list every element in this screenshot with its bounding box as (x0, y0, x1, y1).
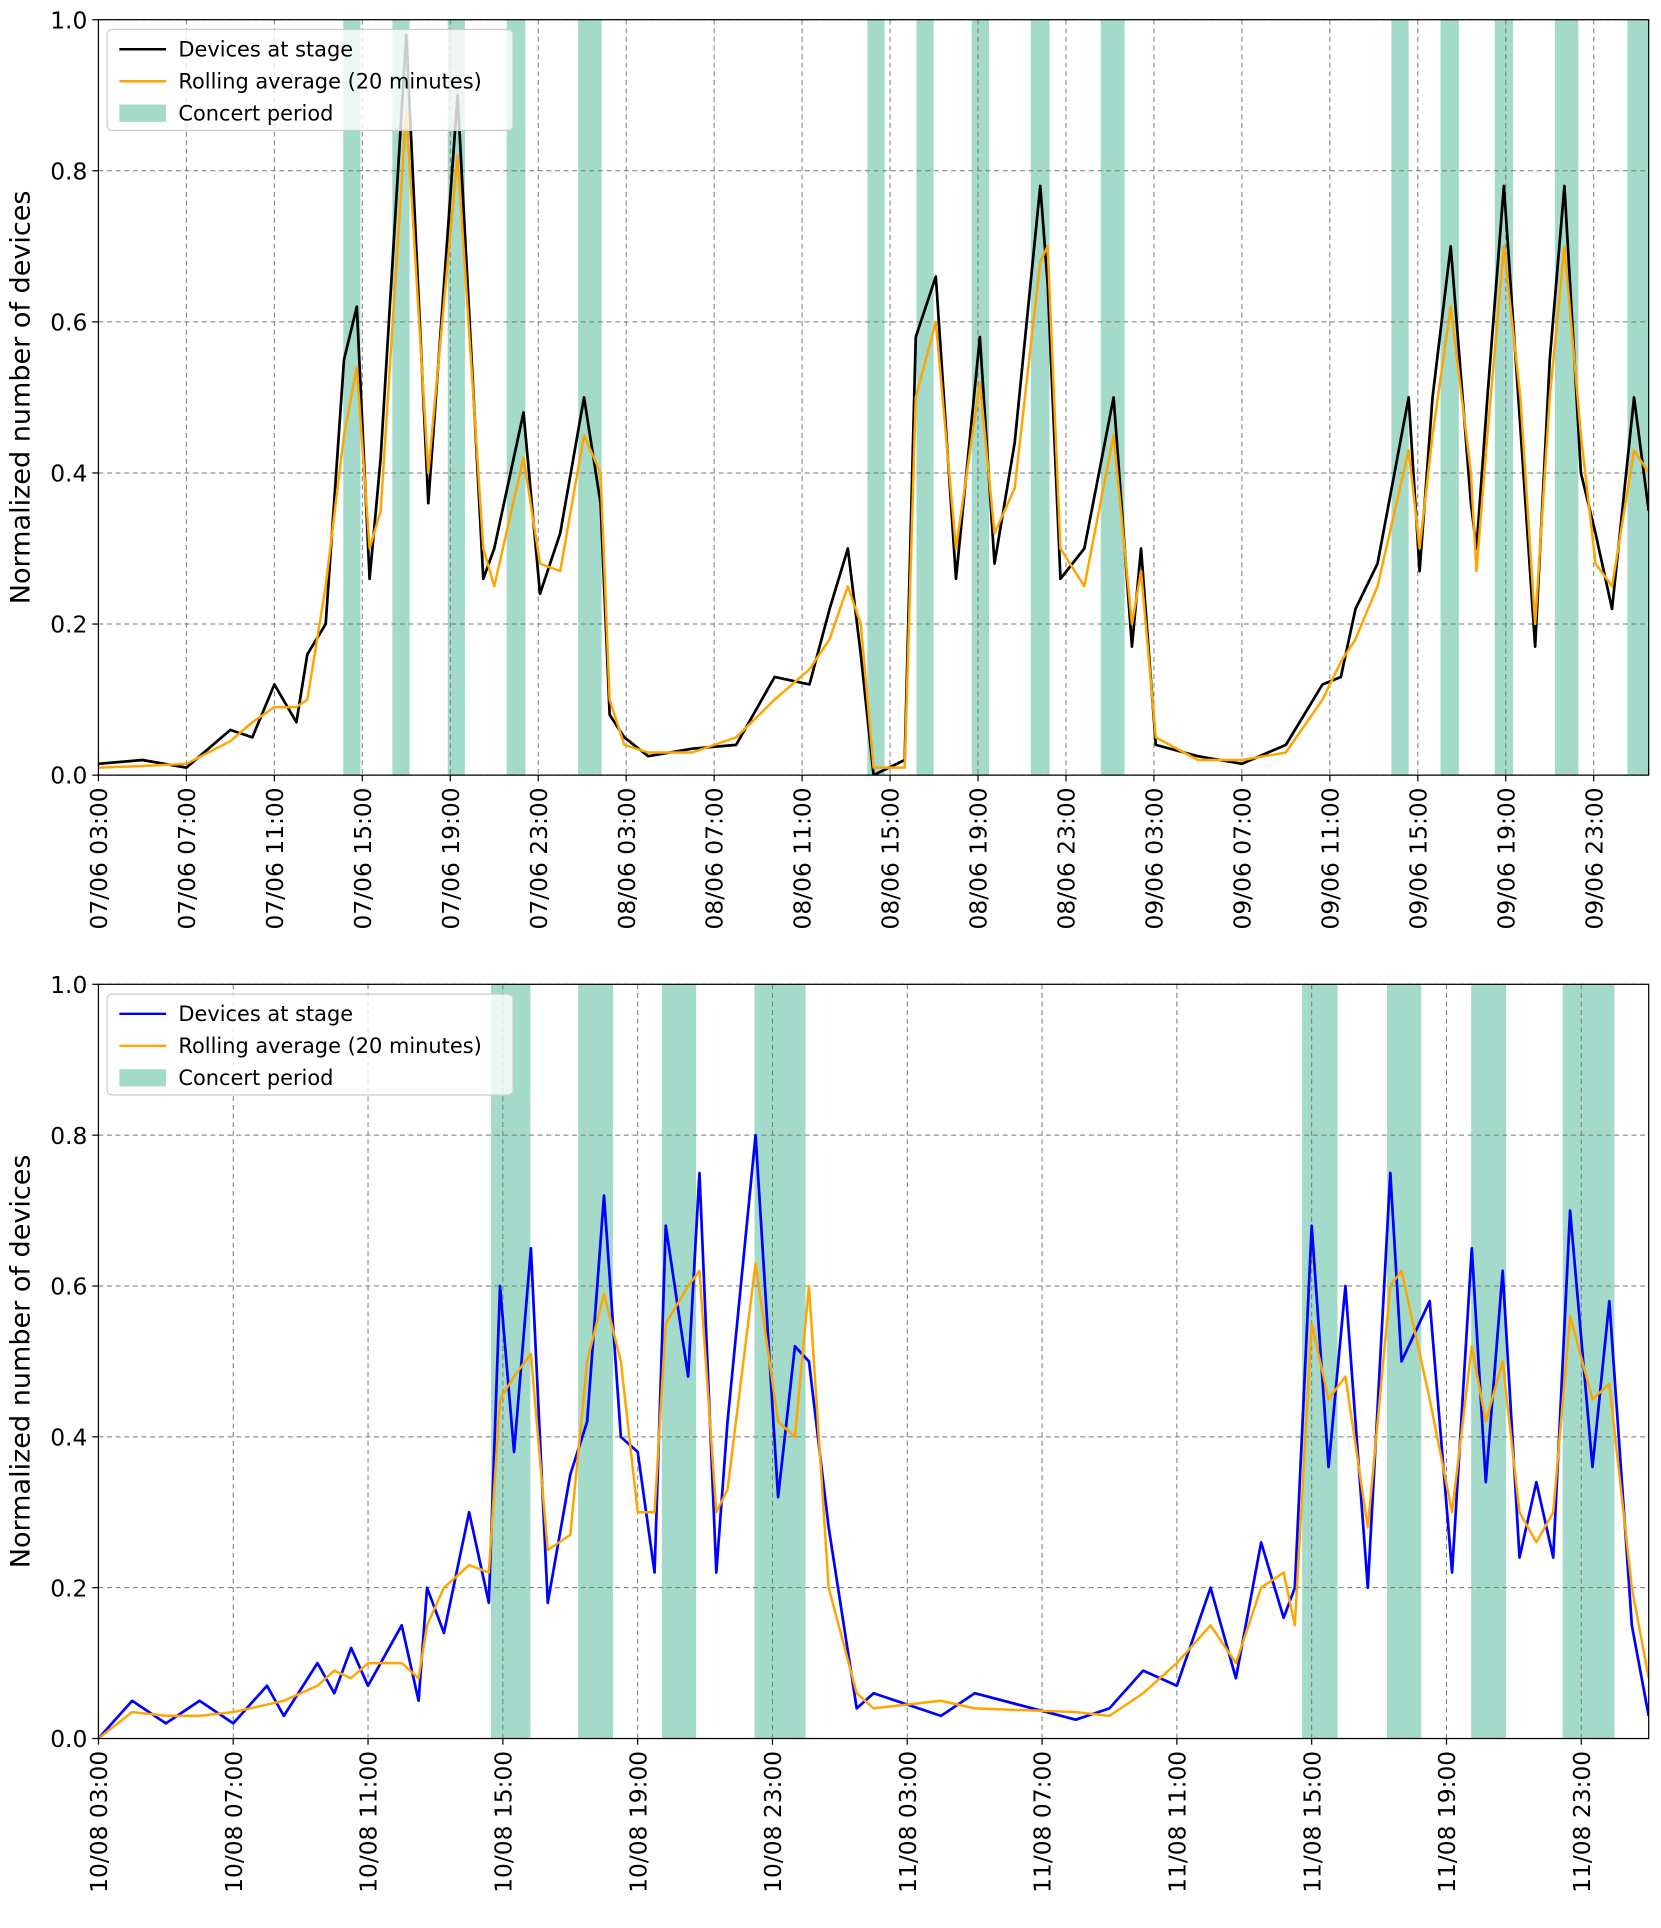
x-tick-label: 08/06 03:00 (613, 787, 641, 929)
concert-period (1391, 19, 1409, 776)
legend-label: Devices at stage (178, 38, 353, 62)
concert-period (1440, 19, 1459, 776)
concert-period (661, 984, 697, 1739)
x-tick-label: 09/06 23:00 (1580, 787, 1608, 929)
x-tick-label: 11/08 19:00 (1433, 1751, 1461, 1893)
concert-period (1494, 19, 1514, 776)
y-tick-label: 0.0 (50, 1725, 87, 1753)
y-tick-label: 0.2 (50, 611, 87, 639)
series-line (98, 33, 1649, 776)
legend-label: Rolling average (20 minutes) (178, 70, 481, 94)
concert-period (578, 19, 602, 776)
x-tick-label: 11/08 07:00 (1029, 1751, 1057, 1893)
concert-period (1471, 984, 1507, 1739)
x-tick-label: 11/08 15:00 (1298, 1751, 1326, 1893)
x-tick-label: 09/06 15:00 (1404, 787, 1432, 929)
legend-box (106, 993, 514, 1096)
y-tick-label: 0.6 (50, 308, 87, 336)
y-tick-label: 1.0 (50, 971, 87, 999)
x-tick-label: 08/06 19:00 (965, 787, 993, 929)
series-line (98, 1133, 1649, 1739)
x-tick-label: 08/06 23:00 (1053, 787, 1081, 929)
plot-frame (97, 983, 1650, 1740)
concert-period (1386, 984, 1422, 1739)
x-tick-label: 11/08 23:00 (1568, 1751, 1596, 1893)
concert-period (506, 19, 526, 776)
concert-period (916, 19, 934, 776)
concert-period (578, 984, 613, 1739)
x-tick-label: 08/06 07:00 (701, 787, 729, 929)
concert-period (1030, 19, 1050, 776)
concert-period (867, 19, 885, 776)
x-tick-label: 10/08 23:00 (759, 1751, 787, 1893)
legend-swatch (119, 1069, 167, 1087)
legend-label: Devices at stage (178, 1002, 353, 1026)
x-tick-label: 10/08 07:00 (220, 1751, 248, 1893)
legend-label: Rolling average (20 minutes) (178, 1034, 481, 1058)
x-tick-label: 08/06 15:00 (877, 787, 905, 929)
y-tick-label: 0.0 (50, 762, 87, 790)
x-tick-label: 09/06 07:00 (1229, 787, 1257, 929)
concert-period (1554, 19, 1579, 776)
concert-period (1627, 19, 1649, 776)
legend-box (106, 28, 514, 132)
x-tick-label: 09/06 19:00 (1492, 787, 1520, 929)
x-tick-label: 07/06 23:00 (525, 787, 553, 929)
x-tick-label: 07/06 15:00 (349, 787, 377, 929)
plot-area (98, 1133, 1649, 1739)
x-tick-label: 11/08 11:00 (1163, 1751, 1191, 1893)
x-tick-label: 07/06 19:00 (437, 787, 465, 929)
x-tick-label: 10/08 03:00 (85, 1751, 113, 1893)
y-tick-label: 0.4 (50, 460, 87, 488)
legend-label: Concert period (178, 102, 333, 126)
y-axis-label: Normalized number of devices (6, 1155, 37, 1569)
x-tick-label: 08/06 11:00 (789, 787, 817, 929)
x-tick-label: 10/08 19:00 (624, 1751, 652, 1893)
y-tick-label: 1.0 (50, 6, 87, 34)
concert-period (754, 984, 806, 1739)
series-line (98, 1262, 1649, 1739)
y-tick-label: 0.8 (50, 157, 87, 185)
x-tick-label: 07/06 07:00 (173, 787, 201, 929)
series-line (98, 109, 1649, 769)
x-tick-label: 07/06 03:00 (85, 787, 113, 929)
x-tick-label: 09/06 03:00 (1141, 787, 1169, 929)
y-axis-label: Normalized number of devices (6, 191, 37, 605)
y-tick-label: 0.6 (50, 1273, 87, 1301)
x-tick-label: 09/06 11:00 (1316, 787, 1344, 929)
y-tick-label: 0.2 (50, 1574, 87, 1602)
y-tick-label: 0.8 (50, 1122, 87, 1150)
x-tick-label: 11/08 03:00 (894, 1751, 922, 1893)
legend-label: Concert period (178, 1066, 333, 1090)
legend-swatch (119, 104, 167, 122)
plot-frame (97, 19, 1650, 776)
y-tick-label: 0.4 (50, 1423, 87, 1451)
plot-area (98, 33, 1649, 776)
concert-period (1562, 984, 1615, 1739)
x-tick-label: 10/08 15:00 (489, 1751, 517, 1893)
x-tick-label: 07/06 11:00 (261, 787, 289, 929)
x-tick-label: 10/08 11:00 (355, 1751, 383, 1893)
